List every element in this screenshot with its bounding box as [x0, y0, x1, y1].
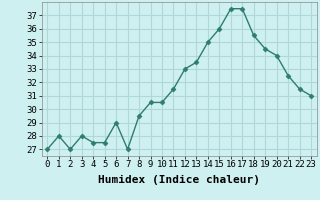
X-axis label: Humidex (Indice chaleur): Humidex (Indice chaleur) [98, 175, 260, 185]
